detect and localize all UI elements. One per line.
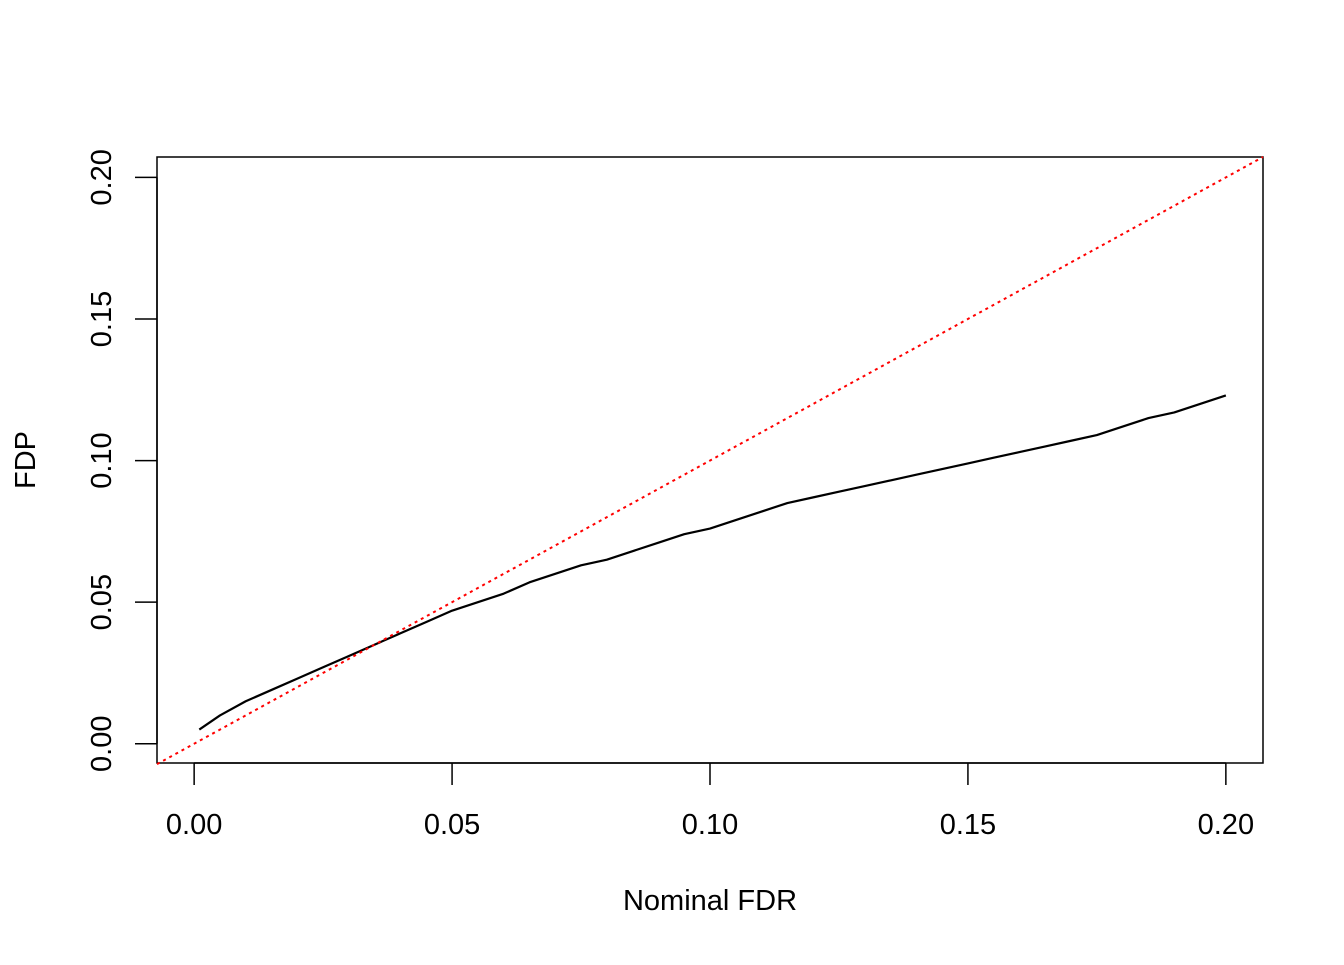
y-tick-label: 0.05 [86,574,118,630]
reference-line [156,156,1264,766]
x-tick-label: 0.00 [166,809,222,841]
series-layer [156,156,1264,766]
fdp-line [198,394,1227,731]
x-tick-label: 0.05 [424,809,480,841]
x-tick-label: 0.20 [1198,809,1254,841]
y-axis-label: FDP [10,431,42,489]
y-tick-label: 0.10 [86,432,118,488]
x-axis-label: Nominal FDR [623,885,797,917]
x-tick-label: 0.15 [940,809,996,841]
y-tick-label: 0.20 [86,149,118,205]
y-tick-label: 0.00 [86,716,118,772]
x-axis: 0.00 0.05 0.10 0.15 0.20 [166,762,1254,841]
x-tick-label: 0.10 [682,809,738,841]
y-tick-label: 0.15 [86,291,118,347]
y-axis: 0.00 0.05 0.10 0.15 0.20 [86,149,158,772]
